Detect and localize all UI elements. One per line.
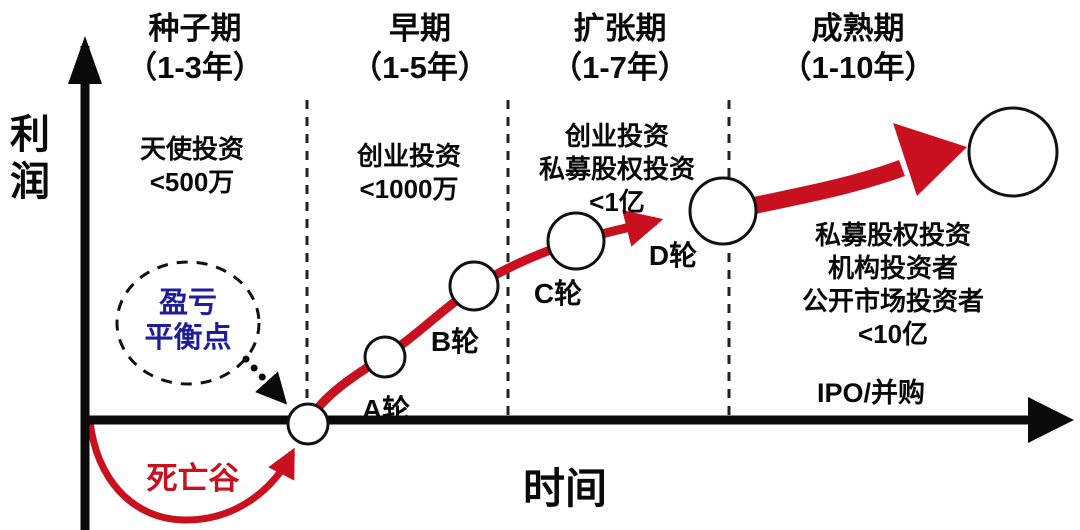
breakeven-line: 盈亏 — [158, 287, 218, 319]
round-b-circle — [448, 260, 500, 312]
round-a-label: A轮 — [361, 394, 411, 425]
funding-line: <500万 — [149, 167, 235, 198]
funding-block-mature: 私募股权投资 机构投资者 公开市场投资者 <10亿 — [802, 219, 984, 351]
death-valley-label: 死亡谷 — [146, 461, 240, 496]
stage-name: 早期 — [389, 11, 451, 46]
round-d-label: D轮 — [648, 240, 698, 271]
funding-line: <1亿 — [589, 187, 645, 218]
exit-arrow-shaft — [750, 160, 905, 215]
funding-line: 天使投资 — [139, 134, 245, 164]
ipo-circle — [967, 106, 1059, 198]
stage-header-mature: 成熟期 （1-10年） — [780, 10, 935, 88]
exit-arrow-head — [893, 123, 967, 196]
stage-years: （1-10年） — [780, 49, 936, 85]
round-b-label: B轮 — [430, 326, 480, 357]
y-axis-arrowhead — [68, 36, 102, 84]
funding-line: 私募股权投资 — [814, 220, 972, 250]
funding-line: 创业投资 — [564, 121, 670, 151]
x-axis-arrowhead — [1028, 397, 1074, 443]
stage-years: （1-5年） — [351, 49, 489, 85]
funding-block-seed: 天使投资 <500万 — [140, 133, 244, 199]
stage-name: 扩张期 — [573, 11, 667, 46]
stage-years: （1-7年） — [551, 49, 689, 85]
funding-line: 私募股权投资 — [538, 154, 696, 185]
round-c-circle — [546, 211, 606, 271]
funding-block-expansion: 创业投资 私募股权投资 <1亿 — [539, 120, 695, 219]
funding-line: 公开市场投资者 — [801, 286, 985, 317]
stage-years: （1-3年） — [126, 49, 264, 85]
stage-header-early: 早期 （1-5年） — [351, 10, 489, 88]
breakeven-callout-ellipse — [115, 260, 261, 386]
breakeven-point-circle — [286, 402, 330, 446]
funding-line: <1000万 — [359, 174, 459, 205]
round-c-label: C轮 — [533, 278, 583, 309]
funding-line: 机构投资者 — [827, 253, 959, 284]
stage-name: 种子期 — [148, 11, 242, 46]
breakeven-line: 平衡点 — [144, 322, 232, 355]
breakeven-pointer-arrow — [242, 355, 288, 405]
stage-header-seed: 种子期 （1-3年） — [126, 10, 264, 88]
breakeven-label: 盈亏 平衡点 — [144, 286, 231, 357]
round-d-circle — [688, 176, 758, 246]
funding-line: <10亿 — [857, 319, 929, 350]
stage-header-expansion: 扩张期 （1-7年） — [551, 10, 689, 88]
death-valley-curve — [86, 420, 296, 524]
funding-block-early: 创业投资 <1000万 — [357, 140, 461, 206]
ipo-mna-label: IPO/并购 — [816, 378, 926, 408]
funding-line: 创业投资 — [356, 141, 462, 171]
stage-name: 成熟期 — [811, 11, 905, 46]
x-axis-label: 时间 — [522, 465, 608, 512]
round-a-circle — [363, 335, 407, 379]
y-axis-label: 利润 — [10, 113, 50, 205]
